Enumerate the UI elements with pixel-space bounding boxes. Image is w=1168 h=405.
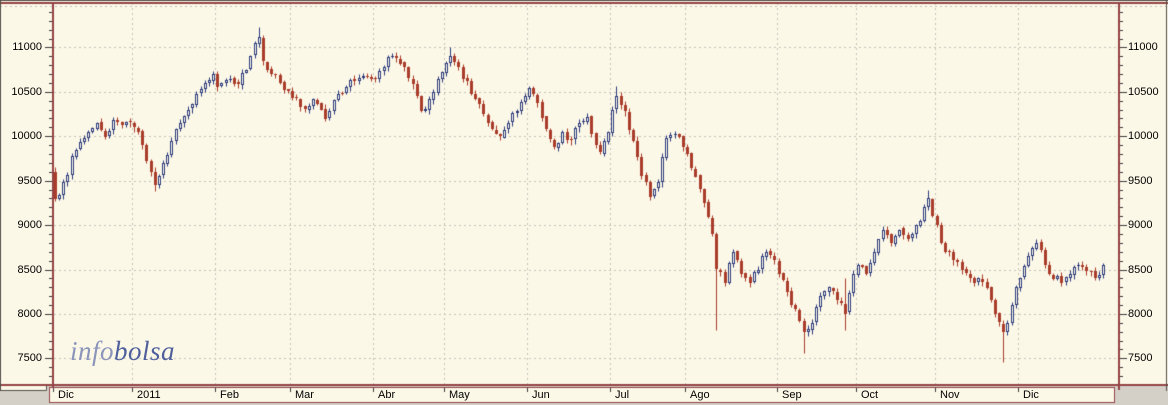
x-axis-label: May bbox=[449, 389, 470, 401]
y-axis-label-right: 8000 bbox=[1128, 308, 1153, 320]
y-axis-label-right: 11000 bbox=[1128, 41, 1158, 53]
x-axis-label: Dic bbox=[1023, 389, 1039, 401]
y-axis-label-left: 9000 bbox=[17, 219, 42, 231]
logo-text-bolsa: bolsa bbox=[114, 336, 176, 366]
y-axis-label-left: 7500 bbox=[17, 352, 42, 364]
x-axis-label: Ago bbox=[690, 389, 710, 401]
x-axis-label: Feb bbox=[220, 389, 239, 401]
infobolsa-logo: infobolsa bbox=[70, 336, 175, 367]
y-axis-label-right: 7500 bbox=[1128, 352, 1153, 364]
y-axis-label-left: 9500 bbox=[17, 175, 42, 187]
y-axis-label-left: 10000 bbox=[11, 130, 42, 142]
y-axis-label-left: 8000 bbox=[17, 308, 42, 320]
y-axis-label-right: 9000 bbox=[1128, 219, 1153, 231]
x-axis-label: Abr bbox=[378, 389, 396, 401]
x-axis-label: Sep bbox=[782, 389, 802, 401]
x-axis-label: Dic bbox=[58, 389, 74, 401]
y-axis-label-left: 8500 bbox=[17, 264, 42, 276]
x-axis-label: Mar bbox=[295, 389, 314, 401]
x-axis-label: Nov bbox=[940, 389, 960, 401]
x-axis-label: Jun bbox=[532, 389, 550, 401]
y-axis-label-right: 8500 bbox=[1128, 264, 1153, 276]
x-axis-label: Jul bbox=[615, 389, 630, 401]
y-axis-label-right: 10000 bbox=[1128, 130, 1159, 142]
logo-text-info: info bbox=[70, 336, 115, 366]
y-axis-label-right: 9500 bbox=[1128, 175, 1153, 187]
x-axis-label: 2011 bbox=[137, 389, 161, 401]
y-axis-label-left: 11000 bbox=[12, 41, 42, 53]
y-axis-label-right: 10500 bbox=[1128, 86, 1159, 98]
x-axis-label: Oct bbox=[861, 389, 879, 401]
y-axis-label-left: 10500 bbox=[11, 86, 42, 98]
